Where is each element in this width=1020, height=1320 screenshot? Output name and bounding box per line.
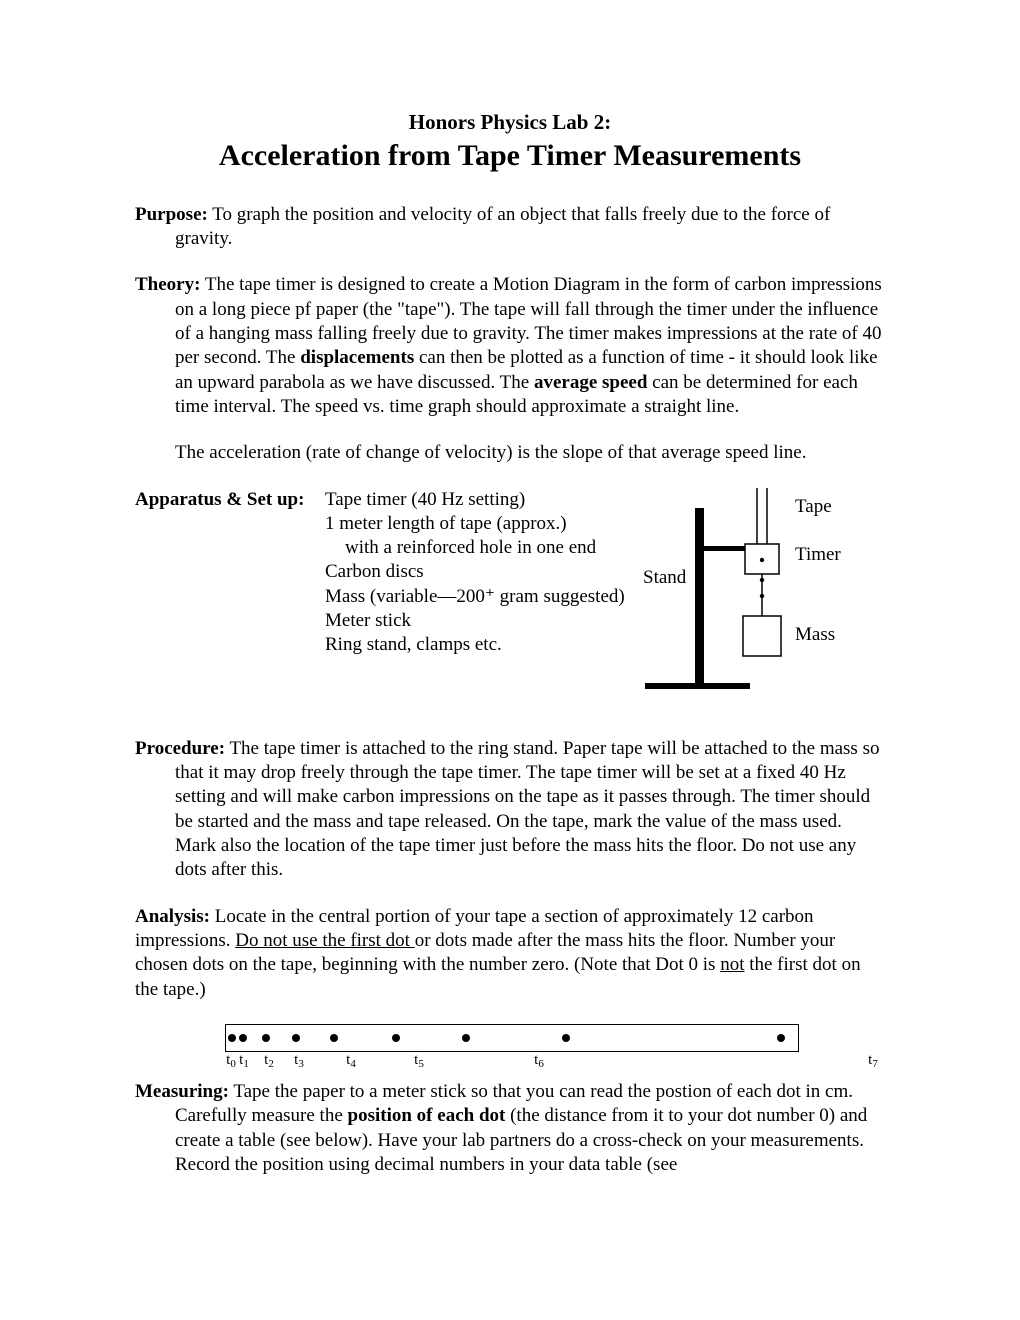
tape-tick-label: t1 <box>239 1052 249 1069</box>
tape-tick-label: t3 <box>294 1052 304 1069</box>
measuring-label: Measuring: <box>135 1081 229 1102</box>
tape-tick-label: t4 <box>346 1052 356 1069</box>
diagram-label-mass: Mass <box>795 624 835 645</box>
measuring-bold1: position of each dot <box>348 1105 506 1126</box>
purpose-label: Purpose: <box>135 204 208 225</box>
tape-tick-label: t7 <box>868 1052 878 1069</box>
apparatus-label: Apparatus & Set up: <box>135 488 325 512</box>
procedure-label: Procedure: <box>135 738 225 759</box>
procedure-section: Procedure: The tape timer is attached to… <box>175 737 885 883</box>
diagram-label-tape: Tape <box>795 496 832 517</box>
tape-tick-labels: t0t1 t2 t3 t4 t5 t6 t7 <box>225 1052 925 1074</box>
analysis-label: Analysis: <box>135 906 210 927</box>
tape-dot <box>292 1034 300 1042</box>
tape-dot <box>462 1034 470 1042</box>
analysis-section: Analysis: Locate in the central portion … <box>135 905 885 1002</box>
measuring-section: Measuring: Tape the paper to a meter sti… <box>175 1080 885 1177</box>
apparatus-item: with a reinforced hole in one end <box>325 536 635 560</box>
tape-dot <box>777 1034 785 1042</box>
theory-label: Theory: <box>135 274 200 295</box>
diagram-label-timer: Timer <box>795 544 841 565</box>
theory-bold2: average speed <box>534 372 647 393</box>
tape-strip-box <box>225 1024 799 1052</box>
tape-dot <box>262 1034 270 1042</box>
tape-tick-label: t5 <box>414 1052 424 1069</box>
apparatus-svg: Tape Timer Stand Mass <box>635 488 875 708</box>
apparatus-item: 1 meter length of tape (approx.) <box>325 512 635 536</box>
theory-extra: The acceleration (rate of change of velo… <box>175 441 885 465</box>
tape-tick-label: t0 <box>226 1052 236 1069</box>
tape-dot <box>239 1034 247 1042</box>
tape-dot <box>228 1034 236 1042</box>
apparatus-diagram: Tape Timer Stand Mass <box>635 488 885 715</box>
procedure-text: The tape timer is attached to the ring s… <box>175 738 879 881</box>
analysis-u2: not <box>720 954 744 975</box>
tape-tick-label: t2 <box>264 1052 274 1069</box>
apparatus-item: Ring stand, clamps etc. <box>325 633 635 657</box>
diagram-label-stand: Stand <box>643 567 687 588</box>
apparatus-list: Tape timer (40 Hz setting) 1 meter lengt… <box>325 488 635 658</box>
apparatus-item: Carbon discs <box>325 560 635 584</box>
theory-bold1: displacements <box>300 347 414 368</box>
lab-label: Honors Physics Lab 2: <box>135 110 885 135</box>
purpose-text: To graph the position and velocity of an… <box>175 204 830 249</box>
analysis-u1: Do not use the first dot <box>235 930 414 951</box>
theory-section: Theory: The tape timer is designed to cr… <box>175 273 885 419</box>
tape-dot <box>392 1034 400 1042</box>
apparatus-item: Meter stick <box>325 609 635 633</box>
tape-dot <box>330 1034 338 1042</box>
tape-tick-label: t6 <box>534 1052 544 1069</box>
purpose-section: Purpose: To graph the position and veloc… <box>175 203 885 252</box>
tape-dot <box>562 1034 570 1042</box>
page-title: Acceleration from Tape Timer Measurement… <box>135 137 885 175</box>
apparatus-item: Mass (variable—200⁺ gram suggested) <box>325 585 635 609</box>
tape-strip-diagram: t0t1 t2 t3 t4 t5 t6 t7 <box>225 1024 885 1074</box>
apparatus-item: Tape timer (40 Hz setting) <box>325 488 635 512</box>
apparatus-section: Apparatus & Set up: Tape timer (40 Hz se… <box>135 488 885 715</box>
